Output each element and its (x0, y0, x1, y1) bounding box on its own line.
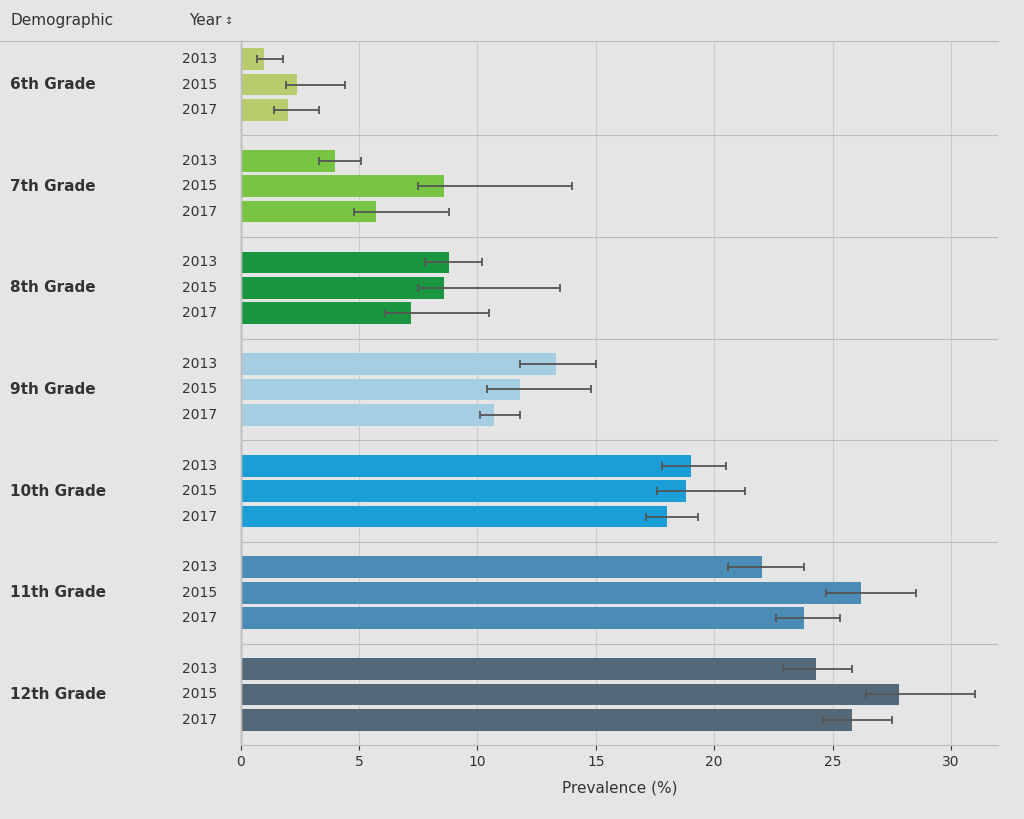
Text: 2015: 2015 (182, 78, 217, 92)
Text: 2017: 2017 (182, 103, 217, 117)
Text: 2013: 2013 (182, 154, 217, 168)
Text: Demographic: Demographic (10, 13, 114, 28)
Bar (241, 48, 264, 70)
Text: ↕: ↕ (225, 16, 233, 25)
Bar (241, 582, 861, 604)
Text: 6th Grade: 6th Grade (10, 77, 96, 92)
Bar (241, 251, 449, 274)
Text: 2013: 2013 (182, 52, 217, 66)
Text: 2017: 2017 (182, 509, 217, 523)
Text: 2017: 2017 (182, 408, 217, 422)
Text: 2015: 2015 (182, 687, 217, 701)
Text: 2013: 2013 (182, 662, 217, 676)
Text: 2015: 2015 (182, 281, 217, 295)
X-axis label: Prevalence (%): Prevalence (%) (562, 781, 677, 795)
Bar (241, 175, 444, 197)
Bar (241, 99, 288, 121)
Bar (241, 608, 804, 629)
Text: 2013: 2013 (182, 560, 217, 574)
Text: 2017: 2017 (182, 713, 217, 727)
Bar (241, 658, 816, 680)
Text: 2015: 2015 (182, 382, 217, 396)
Bar (241, 556, 762, 578)
Bar (241, 150, 336, 172)
Bar (241, 684, 899, 705)
Text: 2015: 2015 (182, 586, 217, 600)
Text: 2017: 2017 (182, 306, 217, 320)
Text: 2013: 2013 (182, 256, 217, 269)
Text: 10th Grade: 10th Grade (10, 484, 106, 499)
Bar (241, 709, 852, 731)
Bar (241, 505, 667, 527)
Text: 8th Grade: 8th Grade (10, 280, 96, 296)
Bar (241, 353, 556, 375)
Bar (241, 404, 494, 426)
Text: 11th Grade: 11th Grade (10, 586, 106, 600)
Bar (241, 302, 411, 324)
Text: 2015: 2015 (182, 484, 217, 498)
Bar (241, 277, 444, 299)
Text: 2017: 2017 (182, 611, 217, 625)
Text: 2013: 2013 (182, 357, 217, 371)
Text: 9th Grade: 9th Grade (10, 382, 96, 397)
Bar (241, 455, 690, 477)
Bar (241, 480, 686, 502)
Text: 12th Grade: 12th Grade (10, 687, 106, 702)
Text: 7th Grade: 7th Grade (10, 179, 96, 193)
Text: 2013: 2013 (182, 459, 217, 473)
Text: 2015: 2015 (182, 179, 217, 193)
Bar (241, 378, 520, 400)
Text: Year: Year (189, 13, 222, 28)
Bar (241, 201, 376, 223)
Bar (241, 74, 297, 95)
Text: 2017: 2017 (182, 205, 217, 219)
